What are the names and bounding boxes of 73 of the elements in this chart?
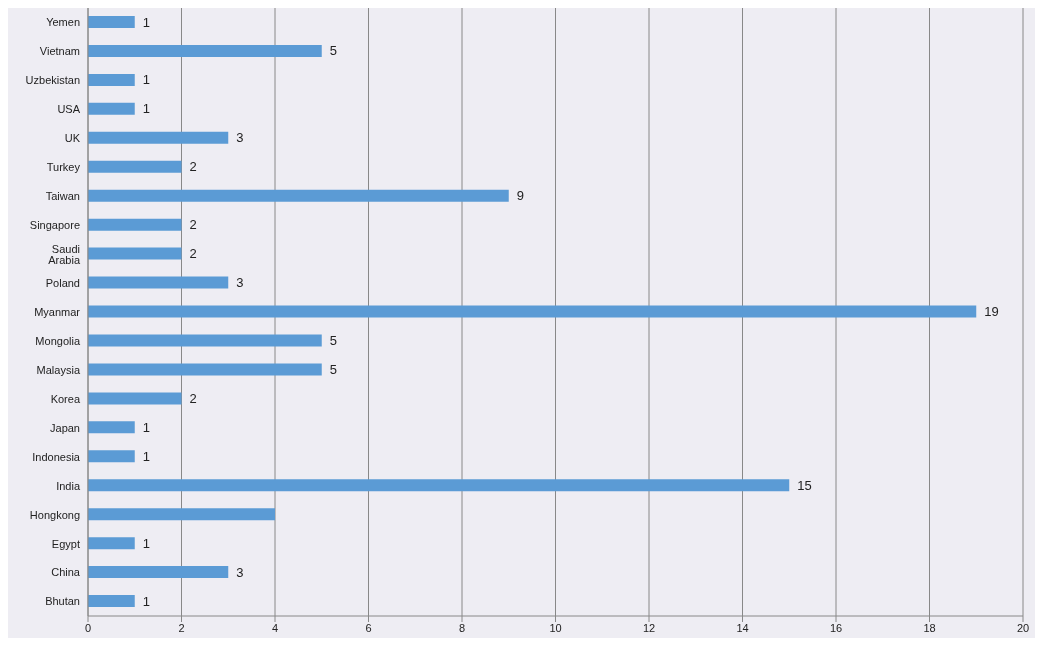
bar [88, 595, 135, 608]
y-tick-label: Myanmar [34, 305, 81, 318]
data-label: 2 [189, 217, 197, 233]
bar [88, 189, 509, 202]
x-tick-label: 4 [271, 621, 279, 634]
bar [88, 16, 135, 28]
data-label: 19 [984, 304, 999, 320]
y-tick-label: Poland [45, 276, 80, 289]
y-tick-label: Uzbekistan [25, 74, 80, 87]
bar [88, 102, 135, 115]
data-label: 1 [142, 419, 150, 435]
bar [88, 363, 322, 376]
data-label: 2 [189, 159, 197, 175]
bar [88, 537, 135, 550]
bar [88, 131, 229, 144]
bar [88, 566, 229, 579]
y-tick-label: USA [57, 103, 81, 116]
y-tick-label: Malaysia [36, 363, 81, 376]
bar [88, 450, 135, 463]
data-label: 5 [329, 332, 337, 348]
bar [88, 247, 182, 260]
data-label: 3 [236, 275, 244, 291]
x-tick-label: 16 [829, 621, 843, 634]
x-tick-label: 10 [549, 621, 562, 634]
data-label: 2 [189, 246, 197, 262]
x-tick-label: 6 [365, 621, 372, 634]
data-label: 1 [142, 72, 150, 88]
data-label: 1 [142, 14, 150, 30]
bar [88, 276, 229, 289]
x-tick-label: 18 [923, 621, 936, 634]
y-tick-label: Taiwan [45, 190, 80, 203]
data-label: 5 [329, 361, 337, 377]
bar [88, 305, 977, 318]
y-tick-label: China [51, 566, 81, 579]
data-label: 5 [329, 43, 337, 59]
data-label: 1 [142, 101, 150, 117]
bar [88, 421, 135, 434]
y-tick-label: UK [64, 132, 81, 145]
x-tick-label: 2 [178, 621, 185, 634]
bar [88, 160, 182, 173]
y-tick-label: Japan [50, 421, 80, 434]
x-tick-label: 12 [642, 621, 656, 634]
y-tick-label: Turkey [46, 161, 81, 174]
bar [88, 479, 790, 492]
y-tick-label: Indonesia [32, 450, 81, 463]
data-label: 2 [189, 390, 197, 406]
y-tick-label: Hongkong [29, 508, 80, 521]
data-label: 15 [797, 477, 812, 493]
data-label: 1 [142, 448, 150, 464]
y-tick-label: Singapore [29, 219, 80, 232]
y-tick-label: Egypt [51, 537, 80, 550]
x-tick-label: 14 [736, 621, 749, 634]
x-tick-label: 0 [84, 621, 92, 634]
data-label: 3 [236, 130, 244, 146]
y-tick-label: India [56, 479, 81, 492]
y-tick-label: Vietnam [39, 45, 80, 58]
y-tick-label: Yemen [46, 16, 80, 29]
bar [88, 44, 322, 57]
data-label: 9 [516, 188, 524, 204]
bar [88, 73, 135, 86]
y-tick-label: Mongolia [35, 334, 81, 347]
data-label: 3 [236, 564, 244, 580]
bar [88, 508, 275, 521]
bar [88, 392, 182, 405]
bar [88, 334, 322, 347]
data-label: 1 [142, 593, 150, 609]
data-label: 1 [142, 535, 150, 551]
x-tick-label: 20 [1016, 621, 1030, 634]
bar [88, 218, 182, 231]
y-tick-label: Saudi Arabia [48, 242, 81, 266]
y-tick-label: Korea [50, 392, 81, 405]
y-tick-label: Bhutan [45, 595, 80, 608]
x-tick-label: 8 [458, 621, 466, 634]
